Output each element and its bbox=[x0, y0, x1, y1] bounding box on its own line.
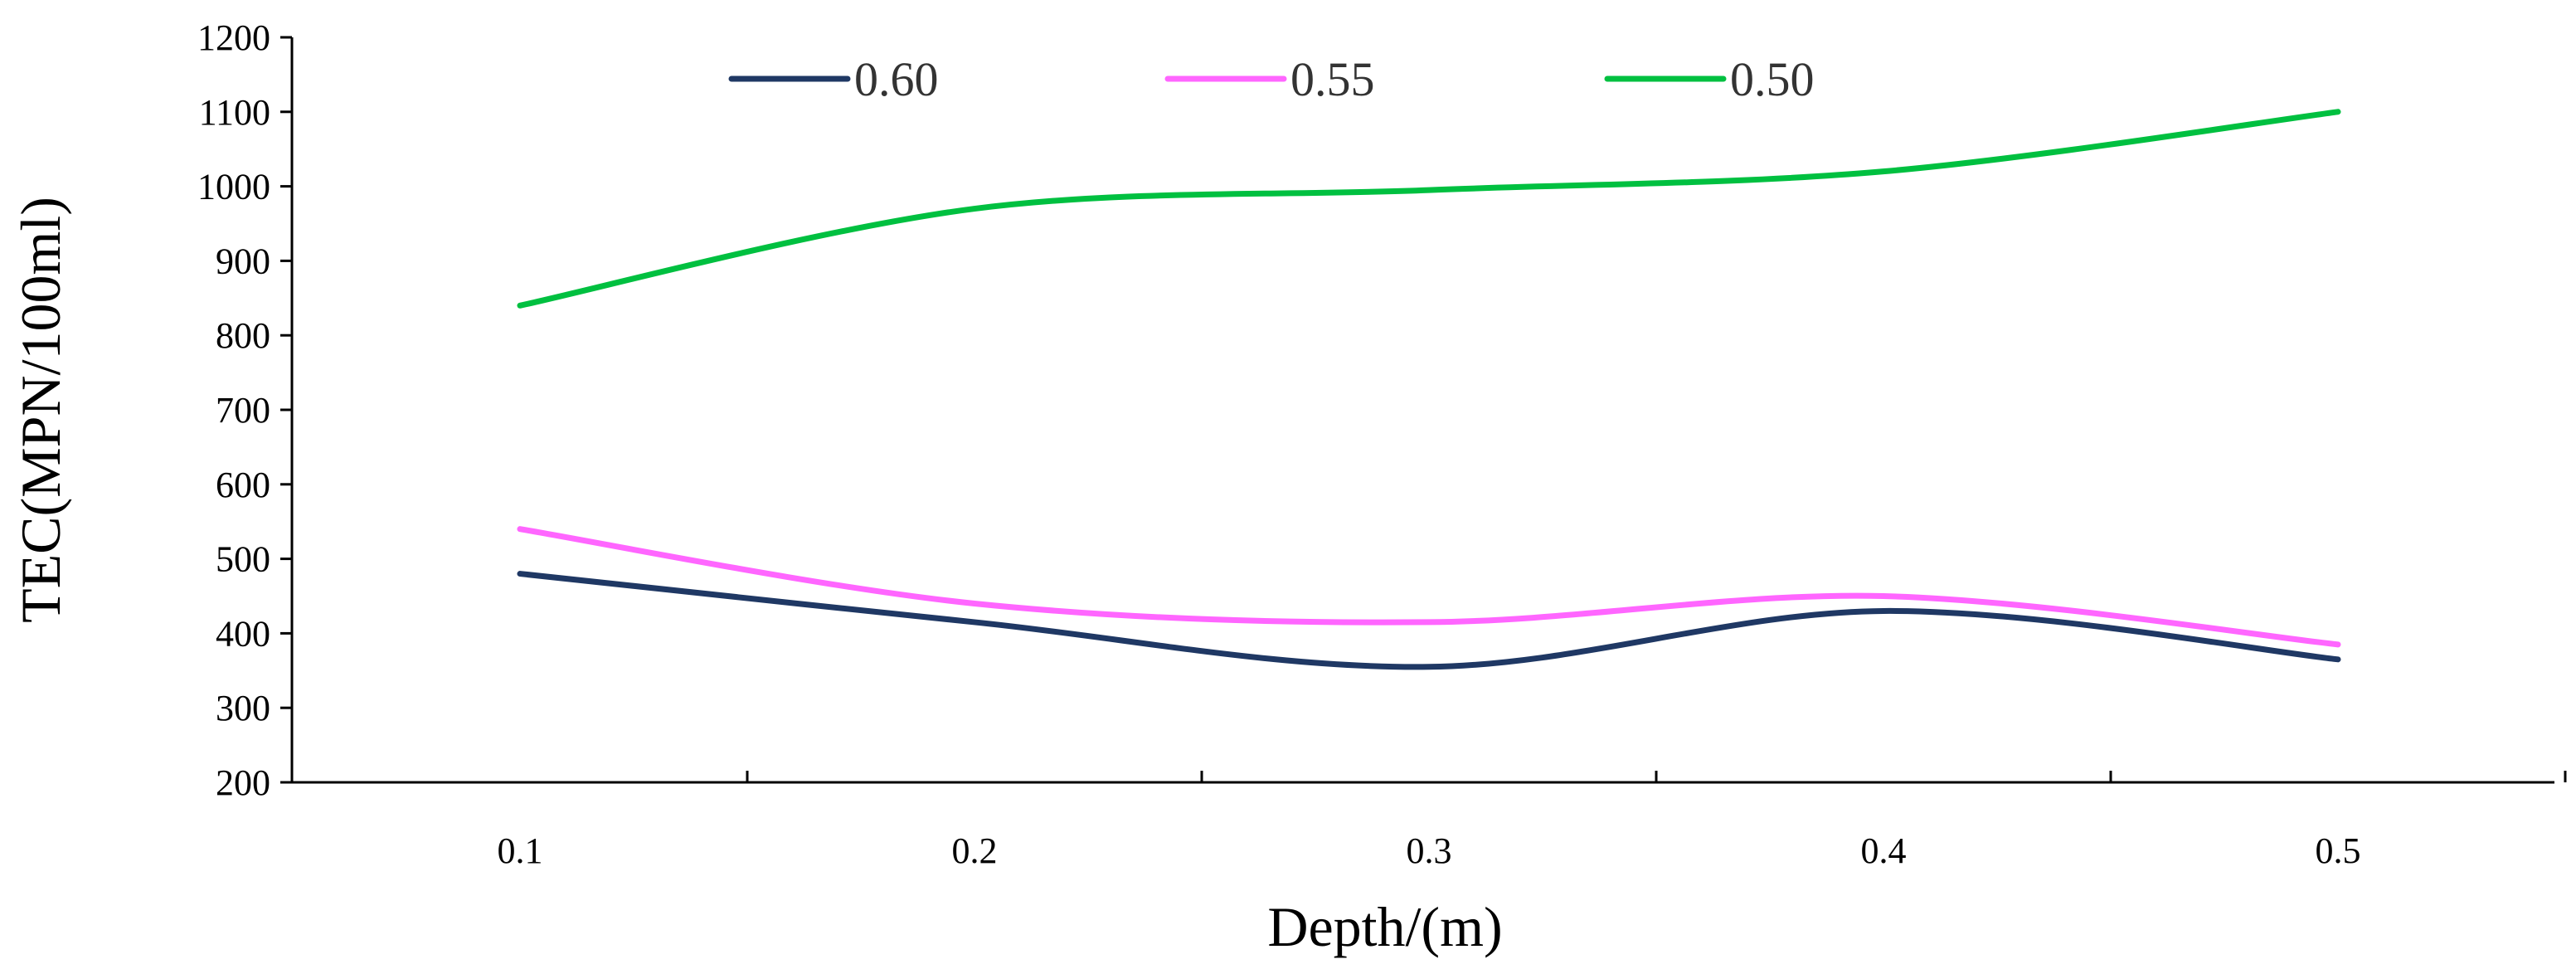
x-tick-label: 0.4 bbox=[1861, 830, 1907, 871]
y-axis-title: TEC(MPN/100ml) bbox=[9, 197, 72, 623]
y-tick-label: 500 bbox=[216, 539, 270, 580]
legend: 0.60 0.55 0.50 bbox=[728, 52, 1815, 106]
y-tick-label: 1000 bbox=[197, 167, 270, 207]
series-line-0.50 bbox=[517, 109, 2341, 309]
legend-label-0.60: 0.60 bbox=[854, 52, 939, 106]
x-tick-label: 0.3 bbox=[1407, 830, 1452, 871]
legend-label-0.55: 0.55 bbox=[1290, 52, 1375, 106]
x-axis: 0.1 0.2 0.3 0.4 0.5 bbox=[292, 771, 2567, 871]
series-lines bbox=[517, 109, 2341, 670]
y-tick-label: 900 bbox=[216, 241, 270, 281]
y-tick-label: 800 bbox=[216, 315, 270, 356]
y-tick-label: 1200 bbox=[197, 17, 270, 58]
x-tick-label: 0.2 bbox=[952, 830, 998, 871]
y-tick-label: 400 bbox=[216, 613, 270, 654]
series-line-0.60 bbox=[517, 571, 2341, 670]
y-axis: 200 300 400 500 600 700 800 900 1000 1100 1200 bbox=[197, 17, 294, 803]
y-tick-label: 200 bbox=[216, 762, 270, 803]
y-tick-label: 1100 bbox=[199, 92, 270, 133]
x-tick-label: 0.5 bbox=[2316, 830, 2361, 871]
x-axis-ticks: 0.1 0.2 0.3 0.4 0.5 bbox=[498, 771, 2567, 871]
y-tick-label: 700 bbox=[216, 390, 270, 431]
x-tick-label: 0.1 bbox=[498, 830, 543, 871]
series-line-0.55 bbox=[517, 526, 2341, 648]
x-axis-title: Depth/(m) bbox=[1267, 895, 1502, 958]
y-tick-label: 600 bbox=[216, 465, 270, 505]
y-tick-label: 300 bbox=[216, 688, 270, 728]
legend-label-0.50: 0.50 bbox=[1730, 52, 1815, 106]
y-axis-ticks: 200 300 400 500 600 700 800 900 1000 1100 1200 bbox=[197, 17, 292, 803]
